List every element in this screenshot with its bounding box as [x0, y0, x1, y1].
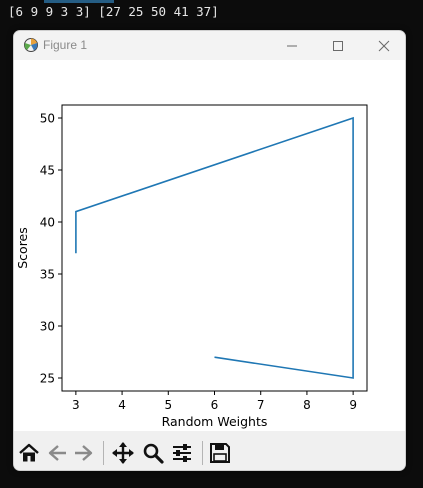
pan-button[interactable] [110, 440, 136, 466]
home-button[interactable] [16, 440, 42, 466]
home-icon [19, 443, 39, 462]
zoom-button[interactable] [140, 440, 166, 466]
x-tick-label: 4 [118, 398, 126, 412]
save-icon [210, 443, 230, 463]
terminal-output-line: [6 9 9 3 3] [27 25 50 41 37] [8, 4, 219, 19]
matplotlib-app-icon [24, 38, 38, 52]
configure-subplots-button[interactable] [169, 440, 195, 466]
y-axis-ticks: 25 30 35 40 45 50 [40, 112, 62, 386]
y-axis-label: Scores [15, 227, 30, 269]
toolbar-separator [202, 441, 203, 465]
x-tick-label: 7 [257, 398, 265, 412]
window-title: Figure 1 [43, 38, 88, 52]
save-button[interactable] [207, 440, 233, 466]
minimize-icon [287, 45, 297, 46]
maximize-icon [333, 40, 343, 51]
back-icon [48, 445, 66, 461]
y-tick-label: 40 [40, 216, 55, 230]
toolbar-separator [103, 441, 104, 465]
back-button[interactable] [44, 440, 70, 466]
zoom-icon [143, 443, 164, 464]
close-icon [378, 40, 390, 51]
y-tick-label: 45 [40, 164, 55, 178]
title-bar[interactable]: Figure 1 [14, 31, 405, 60]
terminal-previous-line-fragment [44, 0, 114, 3]
x-tick-label: 8 [303, 398, 311, 412]
y-tick-label: 35 [40, 268, 55, 282]
x-tick-label: 3 [72, 398, 80, 412]
y-tick-label: 50 [40, 112, 55, 126]
configure-subplots-icon [173, 444, 191, 462]
navigation-toolbar [14, 431, 405, 470]
x-axis-label: Random Weights [162, 414, 268, 429]
x-tick-label: 9 [349, 398, 357, 412]
maximize-button[interactable] [315, 31, 361, 60]
forward-icon [75, 445, 93, 461]
x-tick-label: 5 [164, 398, 172, 412]
x-axis-ticks: 3 4 5 6 7 8 9 [72, 391, 357, 412]
y-tick-label: 25 [40, 372, 55, 386]
plot-area [61, 104, 368, 392]
pan-icon [112, 442, 134, 464]
minimize-button[interactable] [269, 31, 315, 60]
close-button[interactable] [361, 31, 405, 60]
y-tick-label: 30 [40, 320, 55, 334]
x-tick-label: 6 [211, 398, 219, 412]
data-series-line [75, 116, 354, 379]
forward-button[interactable] [71, 440, 97, 466]
